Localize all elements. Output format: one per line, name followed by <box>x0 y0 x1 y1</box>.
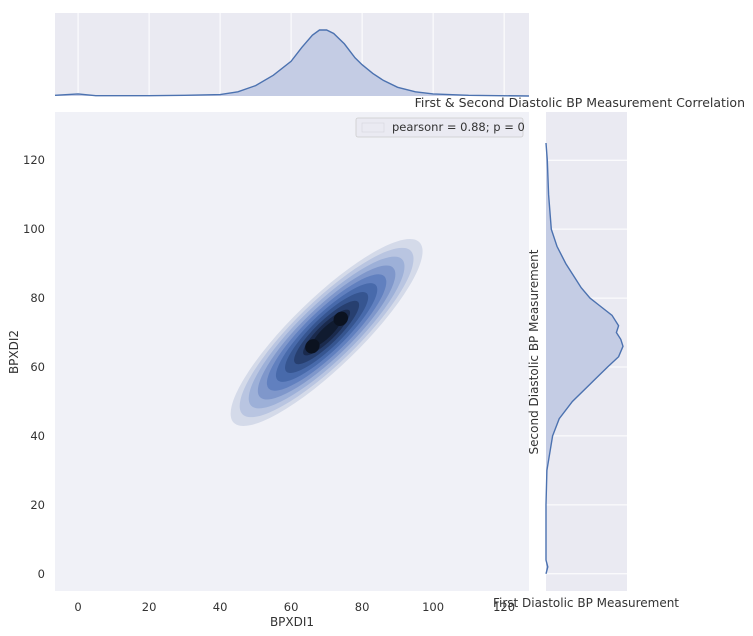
y-tick-label: 120 <box>23 153 45 167</box>
x-tick-label: 20 <box>142 600 157 614</box>
density-contour-level <box>312 318 341 347</box>
density-peak <box>305 339 320 354</box>
legend-label: pearsonr = 0.88; p = 0 <box>392 120 525 134</box>
x-axis-label: BPXDI1 <box>270 615 314 629</box>
y-tick-label: 20 <box>30 498 45 512</box>
top-marginal-kde-fill <box>55 30 529 96</box>
legend-swatch <box>361 122 385 133</box>
y-tick-label: 60 <box>30 360 45 374</box>
top-marginal-grid <box>77 13 505 96</box>
x-tick-label: 60 <box>284 600 299 614</box>
y-tick-label: 100 <box>23 222 45 236</box>
y-tick-label: 40 <box>30 429 45 443</box>
density-peak <box>333 311 349 327</box>
y-axis-ticks: 0 20 40 60 80 100 120 <box>23 153 45 581</box>
top-marginal-kde-line <box>54 29 530 97</box>
extra-x-axis-label: First Diastolic BP Measurement <box>493 596 679 610</box>
y-tick-label: 80 <box>30 291 45 305</box>
y-tick-label: 0 <box>38 567 45 581</box>
right-marginal-kde-line <box>545 142 624 574</box>
y-axis-label: BPXDI2 <box>7 330 21 374</box>
x-tick-label: 120 <box>493 600 515 614</box>
legend: pearsonr = 0.88; p = 0 <box>355 117 525 138</box>
x-tick-label: 40 <box>213 600 228 614</box>
density-contours <box>230 238 423 427</box>
x-tick-label: 80 <box>355 600 370 614</box>
x-tick-label: 100 <box>422 600 444 614</box>
chart-title: First & Second Diastolic BP Measurement … <box>415 95 745 110</box>
extra-y-axis-label: Second Diastolic BP Measurement <box>527 249 541 454</box>
x-tick-label: 0 <box>74 600 81 614</box>
right-marginal-kde-fill <box>546 143 623 574</box>
legend-box <box>355 117 524 138</box>
x-axis-ticks: 0 20 40 60 80 100 120 <box>74 600 515 614</box>
